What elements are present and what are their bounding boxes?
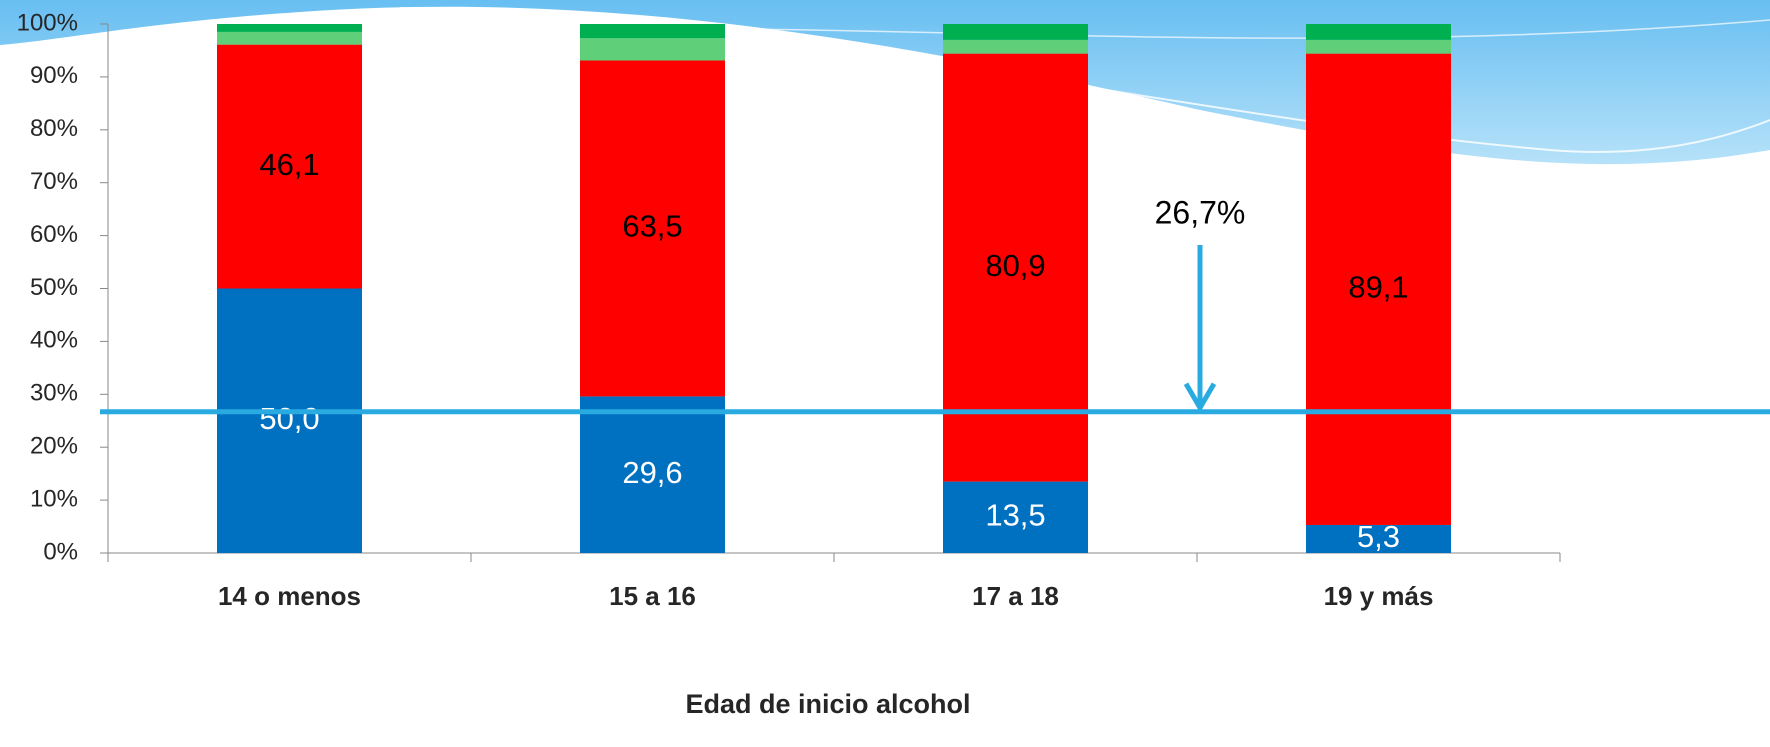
x-tick-label: 17 a 18 (972, 581, 1059, 611)
bar-segment (580, 24, 725, 39)
bar-segment (217, 31, 362, 45)
bar-segment (217, 44, 362, 289)
bar-segment (943, 24, 1088, 40)
y-tick-label: 80% (30, 115, 78, 142)
data-label: 80,9 (985, 248, 1045, 283)
y-tick-label: 50% (30, 274, 78, 301)
x-tick-label: 19 y más (1324, 581, 1434, 611)
bar-segment (580, 60, 725, 397)
y-tick-label: 0% (43, 538, 78, 565)
y-tick-label: 20% (30, 433, 78, 460)
data-label: 5,3 (1357, 519, 1400, 554)
data-label: 46,1 (259, 147, 319, 182)
x-tick-label: 15 a 16 (609, 581, 696, 611)
bar-segment (1306, 53, 1451, 525)
y-tick-label: 10% (30, 485, 78, 512)
data-label: 29,6 (622, 455, 682, 490)
x-tick-label: 14 o menos (218, 581, 361, 611)
data-label: 63,5 (622, 209, 682, 244)
y-tick-label: 60% (30, 221, 78, 248)
y-tick-label: 70% (30, 168, 78, 195)
y-tick-label: 40% (30, 327, 78, 354)
data-label: 13,5 (985, 497, 1045, 532)
bar-segment (943, 39, 1088, 54)
y-tick-label: 30% (30, 380, 78, 407)
bar-segment (217, 288, 362, 553)
y-tick-label: 100% (17, 9, 78, 36)
reference-label: 26,7% (1155, 194, 1246, 230)
x-axis-title: Edad de inicio alcohol (685, 689, 970, 719)
data-label: 89,1 (1348, 269, 1408, 304)
bar-segment (217, 24, 362, 32)
bar-segment (943, 481, 1088, 553)
data-label: 50,0 (259, 401, 319, 436)
bar-segment (580, 38, 725, 61)
bar-segment (1306, 524, 1451, 553)
bar-segment (580, 396, 725, 553)
bar-segment (1306, 39, 1451, 54)
arrow-head (1183, 382, 1217, 413)
y-tick-label: 90% (30, 62, 78, 89)
bar-segment (1306, 24, 1451, 40)
